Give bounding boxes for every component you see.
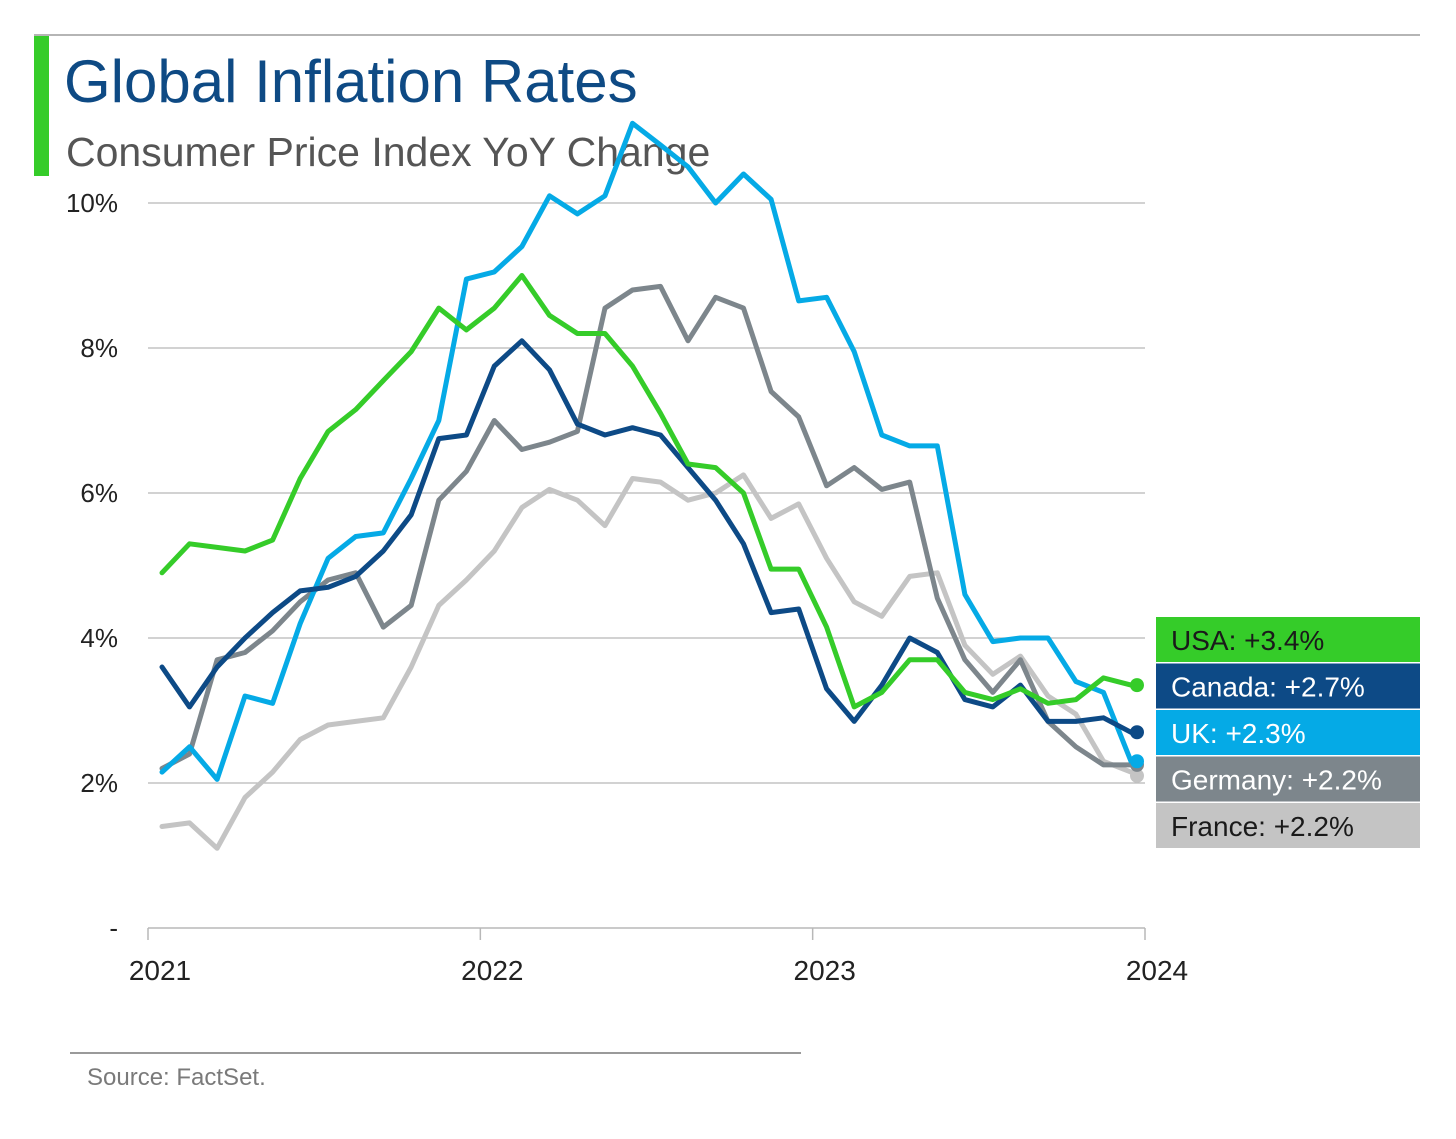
series-line-usa — [159, 273, 1134, 710]
x-tick-label: 2023 — [794, 955, 856, 986]
y-axis-ticks: - 2% 4% 6% 8% 10% — [66, 188, 118, 943]
x-axis: 2021 2022 2023 2024 — [129, 927, 1188, 986]
legend-box-canada — [1156, 663, 1420, 709]
series-lines — [159, 120, 1144, 851]
y-tick-label: 6% — [80, 478, 118, 508]
gridlines — [148, 202, 1145, 784]
y-tick-label: - — [109, 913, 118, 943]
source-note: Source: FactSet. — [87, 1064, 266, 1091]
chart-title: Global Inflation Rates — [64, 48, 638, 115]
y-tick-label: 4% — [80, 623, 118, 653]
legend-box-france — [1156, 803, 1420, 848]
bottom-rule — [70, 1052, 801, 1054]
legend-label-uk: UK: +2.3% — [1171, 718, 1306, 749]
series-line-germany — [159, 283, 1134, 771]
legend-box-usa — [1156, 617, 1420, 662]
top-rule — [34, 34, 1420, 36]
legend-box-germany — [1156, 756, 1420, 802]
y-tick-label: 8% — [80, 333, 118, 363]
x-tick-label: 2021 — [129, 955, 191, 986]
chart-subtitle: Consumer Price Index YoY Change — [66, 129, 711, 175]
series-line-uk — [159, 120, 1134, 782]
legend-label-canada: Canada: +2.7% — [1171, 672, 1365, 703]
x-tick-label: 2024 — [1126, 955, 1188, 986]
legend-label-france: France: +2.2% — [1171, 811, 1354, 842]
legend-label-germany: Germany: +2.2% — [1171, 765, 1382, 796]
series-line-france — [159, 472, 1134, 851]
end-marker-canada — [1130, 725, 1144, 740]
end-marker-usa — [1130, 678, 1144, 693]
legend-box-uk — [1156, 710, 1420, 755]
y-tick-label: 2% — [80, 768, 118, 798]
legend-label-usa: USA: +3.4% — [1171, 625, 1324, 656]
y-tick-label: 10% — [66, 188, 118, 218]
end-marker-france — [1130, 768, 1144, 783]
series-line-canada — [159, 338, 1134, 735]
legend: USA: +3.4% Canada: +2.7% UK: +2.3% Germany:… — [1156, 617, 1420, 848]
end-marker-uk — [1130, 754, 1144, 769]
x-tick-label: 2022 — [461, 955, 523, 986]
accent-bar — [34, 36, 49, 176]
